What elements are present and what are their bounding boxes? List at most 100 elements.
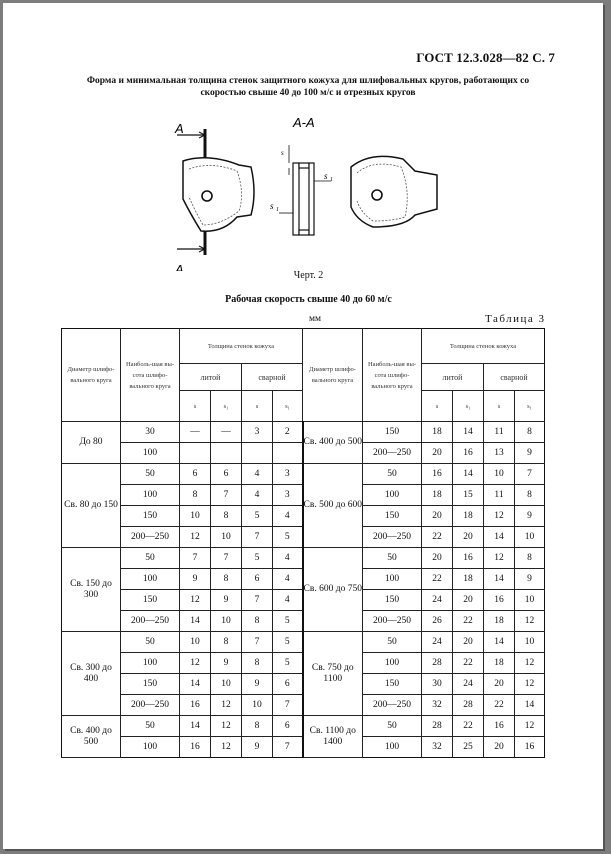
height-cell: 50 [120,463,180,485]
thickness-cell: 18 [483,610,515,632]
col-thickness-left: Толщина стенок кожуха [179,328,303,364]
thickness-cell: 22 [421,568,453,590]
header-row-3: s s₁ s s₁ s s₁ s s₁ [62,390,545,422]
thickness-cell: 8 [210,505,242,527]
height-cell: 50 [362,547,422,569]
height-cell: 100 [362,484,422,506]
height-cell: 200—250 [120,610,180,632]
thickness-cell [210,442,242,464]
thickness-cell: 7 [514,463,545,485]
thickness-cell: 14 [452,421,484,443]
thickness-cell: 16 [483,589,515,611]
table-row: Св. 80 до 150 50 6 6 4 3 Св. 500 до 600 50 16 14 1… [61,463,545,548]
thickness-cell: 12 [210,694,242,716]
thickness-cell: 4 [272,547,304,569]
thickness-cell: 10 [483,463,515,485]
thickness-cell: 20 [452,631,484,653]
thickness-cell: 28 [452,694,484,716]
col-welded-left: сварной [241,363,303,391]
thickness-cell: 16 [179,694,211,716]
height-cell: 200—250 [362,694,422,716]
thickness-cell: 4 [272,568,304,590]
thickness-cell: 10 [210,526,242,548]
thickness-cell: 18 [452,505,484,527]
thickness-cell: 14 [514,694,545,716]
dim-s1-right-sub: 1 [330,177,333,183]
height-cell: 50 [362,631,422,653]
table-row: 200—250 12 10 7 5 200—250 22 20 14 10 [62,526,545,548]
diameter-cell-left: Св. 150 до 300 [61,547,121,632]
thickness-cell: 26 [421,610,453,632]
thickness-cell: 2 [272,421,304,443]
speed-title: Рабочая скорость свыше 40 до 60 м/с [225,294,392,305]
height-cell: 100 [120,568,180,590]
thickness-cell: 24 [421,589,453,611]
height-cell: 30 [120,421,180,443]
thickness-cell: 14 [179,610,211,632]
figure-title-line-2: скоростью свыше 40 до 100 м/с и отрезных… [200,88,416,98]
table-row: 150 10 8 5 4 150 20 18 12 9 [62,505,545,527]
thickness-cell: 8 [241,610,273,632]
table-row: Св. 150 до 300 50 7 7 5 4 Св. 600 до 750 50 20 16… [61,547,545,632]
diameter-cell-left: Св. 300 до 400 [61,631,121,716]
thickness-cell: 5 [241,547,273,569]
height-cell: 50 [120,715,180,737]
dim-s1-right-label: s [324,171,328,181]
thickness-cell: 7 [210,484,242,506]
thickness-cell: 4 [241,484,273,506]
thickness-cell: 14 [179,715,211,737]
document-page: ГОСТ 12.3.028—82 С. 7 Форма и минимальна… [3,3,603,849]
height-cell: 150 [120,505,180,527]
thickness-cell: 5 [272,652,304,674]
thickness-cell: 10 [514,589,545,611]
guard-drawing: A A A-A s s 1 s 1 [174,115,438,271]
thickness-cell: 13 [483,442,515,464]
table-row: 200—250 16 12 10 7 200—250 32 28 22 14 [62,694,545,716]
diameter-cell-left: До 80 [61,421,121,464]
thickness-cell: 25 [452,736,484,758]
spindle-hole-rear [371,189,383,201]
thickness-cell: 7 [272,694,304,716]
col-s1: s₁ [452,390,484,422]
thickness-cell: 8 [514,421,545,443]
thickness-cell: 12 [514,610,545,632]
col-height-right: Наиболь-шая вы-сота шлифо-вального круга [362,328,422,422]
thickness-cell: 4 [241,463,273,485]
thickness-cell: 14 [179,673,211,695]
height-cell: 100 [362,568,422,590]
thickness-cell: 20 [483,736,515,758]
thickness-cell: 9 [210,589,242,611]
dim-s-label: s [281,149,284,157]
thickness-cell: — [179,421,211,443]
thickness-cell: 10 [179,631,211,653]
thickness-cell: 12 [483,505,515,527]
col-cast-left: литой [179,363,242,391]
col-s1: s₁ [514,390,545,422]
diameter-cell-left: Св. 80 до 150 [61,463,121,548]
thickness-cell: 11 [483,484,515,506]
thickness-cell: 28 [421,715,453,737]
thickness-cell: 15 [452,484,484,506]
height-cell: 150 [120,673,180,695]
thickness-cell: 24 [452,673,484,695]
table-row: 100 200—250 20 16 13 9 [62,442,545,464]
col-diameter-right: Диаметр шлифо-вального круга [302,328,363,422]
thickness-cell: 16 [514,736,545,758]
thickness-cell: 6 [272,673,304,695]
table-label: Таблица 3 [485,313,546,325]
thickness-cell: 6 [179,463,211,485]
thickness-cell: 10 [514,631,545,653]
table-row: Св. 300 до 400 50 10 8 7 5 Св. 750 до 1100 50 24… [61,631,545,716]
thickness-cell [272,442,304,464]
thickness-cell: 24 [421,631,453,653]
height-cell: 50 [362,715,422,737]
thickness-cell: 16 [452,547,484,569]
thickness-cell: 12 [514,673,545,695]
col-diameter-left: Диаметр шлифо-вального круга [61,328,121,422]
height-cell: 100 [362,736,422,758]
thickness-cell: 12 [210,715,242,737]
col-s1: s₁ [272,390,303,422]
thickness-cell: 20 [483,673,515,695]
thickness-cell: 9 [179,568,211,590]
thickness-cell: 32 [421,736,453,758]
